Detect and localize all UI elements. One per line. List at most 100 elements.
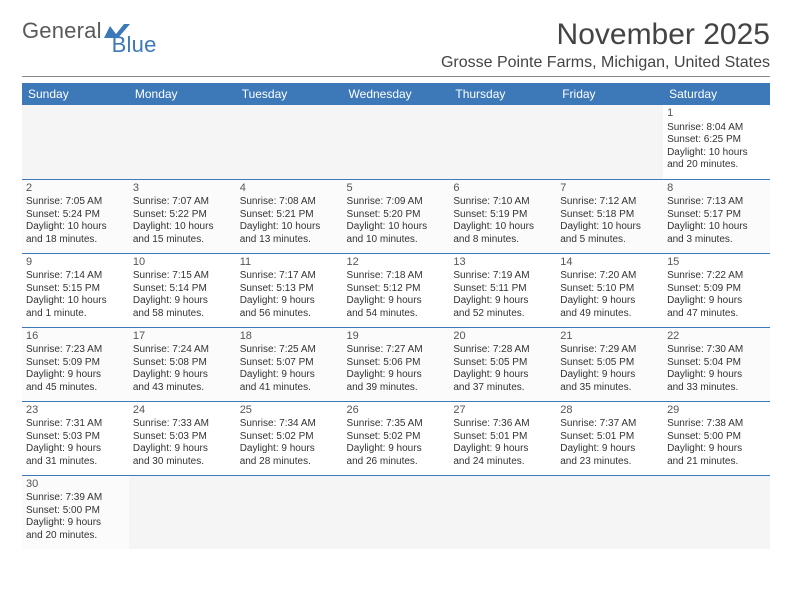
day-cell: 25Sunrise: 7:34 AMSunset: 5:02 PMDayligh… — [236, 401, 343, 475]
day-detail: and 35 minutes. — [560, 382, 659, 395]
day-number: 5 — [347, 182, 446, 196]
day-detail: Sunset: 5:21 PM — [240, 209, 339, 222]
day-detail: Daylight: 9 hours — [26, 369, 125, 382]
day-detail: and 43 minutes. — [133, 382, 232, 395]
day-detail: and 26 minutes. — [347, 456, 446, 469]
day-detail: Daylight: 9 hours — [26, 443, 125, 456]
day-cell: 11Sunrise: 7:17 AMSunset: 5:13 PMDayligh… — [236, 253, 343, 327]
day-cell: 26Sunrise: 7:35 AMSunset: 5:02 PMDayligh… — [343, 401, 450, 475]
day-detail: Daylight: 10 hours — [667, 221, 766, 234]
day-detail: and 21 minutes. — [667, 456, 766, 469]
day-cell: 20Sunrise: 7:28 AMSunset: 5:05 PMDayligh… — [449, 327, 556, 401]
day-detail: Daylight: 9 hours — [26, 517, 125, 530]
dayhead-thu: Thursday — [449, 83, 556, 105]
day-number: 13 — [453, 256, 552, 270]
day-detail: Sunrise: 7:30 AM — [667, 344, 766, 357]
day-detail: and 18 minutes. — [26, 234, 125, 247]
week-row: 16Sunrise: 7:23 AMSunset: 5:09 PMDayligh… — [22, 327, 770, 401]
logo-text-2: Blue — [112, 32, 157, 58]
day-cell: 30Sunrise: 7:39 AMSunset: 5:00 PMDayligh… — [22, 475, 129, 549]
day-detail: and 47 minutes. — [667, 308, 766, 321]
day-detail: Sunrise: 7:23 AM — [26, 344, 125, 357]
day-detail: Sunset: 5:05 PM — [560, 357, 659, 370]
day-header-row: Sunday Monday Tuesday Wednesday Thursday… — [22, 83, 770, 105]
day-number: 29 — [667, 404, 766, 418]
day-detail: Sunset: 5:18 PM — [560, 209, 659, 222]
logo-text-1: General — [22, 18, 102, 44]
day-cell: 7Sunrise: 7:12 AMSunset: 5:18 PMDaylight… — [556, 179, 663, 253]
day-detail: and 52 minutes. — [453, 308, 552, 321]
day-detail: Sunrise: 7:09 AM — [347, 196, 446, 209]
day-number: 11 — [240, 256, 339, 270]
day-detail: Sunset: 5:06 PM — [347, 357, 446, 370]
day-detail: Sunrise: 7:17 AM — [240, 270, 339, 283]
day-detail: Daylight: 9 hours — [453, 369, 552, 382]
day-cell: 21Sunrise: 7:29 AMSunset: 5:05 PMDayligh… — [556, 327, 663, 401]
day-detail: Sunset: 5:22 PM — [133, 209, 232, 222]
day-detail: Sunrise: 7:15 AM — [133, 270, 232, 283]
location-text: Grosse Pointe Farms, Michigan, United St… — [441, 54, 770, 72]
day-detail: Sunrise: 7:20 AM — [560, 270, 659, 283]
day-detail: Daylight: 9 hours — [240, 295, 339, 308]
empty-cell — [129, 105, 236, 179]
day-number: 30 — [26, 478, 125, 492]
day-detail: Sunrise: 7:08 AM — [240, 196, 339, 209]
day-detail: Daylight: 10 hours — [453, 221, 552, 234]
day-detail: Daylight: 9 hours — [667, 443, 766, 456]
day-detail: and 33 minutes. — [667, 382, 766, 395]
day-detail: Daylight: 10 hours — [560, 221, 659, 234]
day-detail: Sunset: 5:01 PM — [560, 431, 659, 444]
day-number: 17 — [133, 330, 232, 344]
day-detail: Daylight: 9 hours — [240, 443, 339, 456]
day-number: 7 — [560, 182, 659, 196]
day-number: 21 — [560, 330, 659, 344]
calendar-body: 1Sunrise: 8:04 AMSunset: 6:25 PMDaylight… — [22, 105, 770, 549]
day-detail: Daylight: 9 hours — [133, 443, 232, 456]
day-cell: 27Sunrise: 7:36 AMSunset: 5:01 PMDayligh… — [449, 401, 556, 475]
empty-cell — [663, 475, 770, 549]
day-cell: 17Sunrise: 7:24 AMSunset: 5:08 PMDayligh… — [129, 327, 236, 401]
day-detail: Sunrise: 7:07 AM — [133, 196, 232, 209]
empty-cell — [236, 475, 343, 549]
day-detail: Sunset: 5:05 PM — [453, 357, 552, 370]
dayhead-sat: Saturday — [663, 83, 770, 105]
day-detail: Daylight: 9 hours — [560, 443, 659, 456]
day-detail: Daylight: 10 hours — [26, 295, 125, 308]
day-detail: Daylight: 9 hours — [240, 369, 339, 382]
day-detail: and 20 minutes. — [26, 530, 125, 543]
day-detail: Sunset: 5:03 PM — [133, 431, 232, 444]
day-number: 2 — [26, 182, 125, 196]
day-detail: Sunset: 5:10 PM — [560, 283, 659, 296]
month-title: November 2025 — [441, 18, 770, 52]
day-cell: 6Sunrise: 7:10 AMSunset: 5:19 PMDaylight… — [449, 179, 556, 253]
day-detail: Sunrise: 7:36 AM — [453, 418, 552, 431]
day-detail: and 39 minutes. — [347, 382, 446, 395]
day-detail: Sunset: 5:02 PM — [240, 431, 339, 444]
empty-cell — [129, 475, 236, 549]
day-detail: Daylight: 10 hours — [133, 221, 232, 234]
day-number: 1 — [667, 107, 766, 121]
day-detail: Sunrise: 7:39 AM — [26, 492, 125, 505]
day-detail: and 45 minutes. — [26, 382, 125, 395]
day-detail: and 28 minutes. — [240, 456, 339, 469]
empty-cell — [556, 105, 663, 179]
day-detail: and 20 minutes. — [667, 159, 766, 172]
day-cell: 14Sunrise: 7:20 AMSunset: 5:10 PMDayligh… — [556, 253, 663, 327]
day-cell: 18Sunrise: 7:25 AMSunset: 5:07 PMDayligh… — [236, 327, 343, 401]
empty-cell — [449, 105, 556, 179]
day-detail: Daylight: 9 hours — [667, 369, 766, 382]
day-number: 4 — [240, 182, 339, 196]
day-detail: Sunrise: 7:29 AM — [560, 344, 659, 357]
day-number: 24 — [133, 404, 232, 418]
day-cell: 15Sunrise: 7:22 AMSunset: 5:09 PMDayligh… — [663, 253, 770, 327]
day-detail: and 10 minutes. — [347, 234, 446, 247]
dayhead-wed: Wednesday — [343, 83, 450, 105]
day-number: 15 — [667, 256, 766, 270]
day-detail: Sunrise: 7:12 AM — [560, 196, 659, 209]
day-detail: Daylight: 10 hours — [347, 221, 446, 234]
day-detail: Sunrise: 7:34 AM — [240, 418, 339, 431]
day-detail: Sunrise: 7:22 AM — [667, 270, 766, 283]
day-cell: 24Sunrise: 7:33 AMSunset: 5:03 PMDayligh… — [129, 401, 236, 475]
day-cell: 10Sunrise: 7:15 AMSunset: 5:14 PMDayligh… — [129, 253, 236, 327]
day-detail: and 15 minutes. — [133, 234, 232, 247]
